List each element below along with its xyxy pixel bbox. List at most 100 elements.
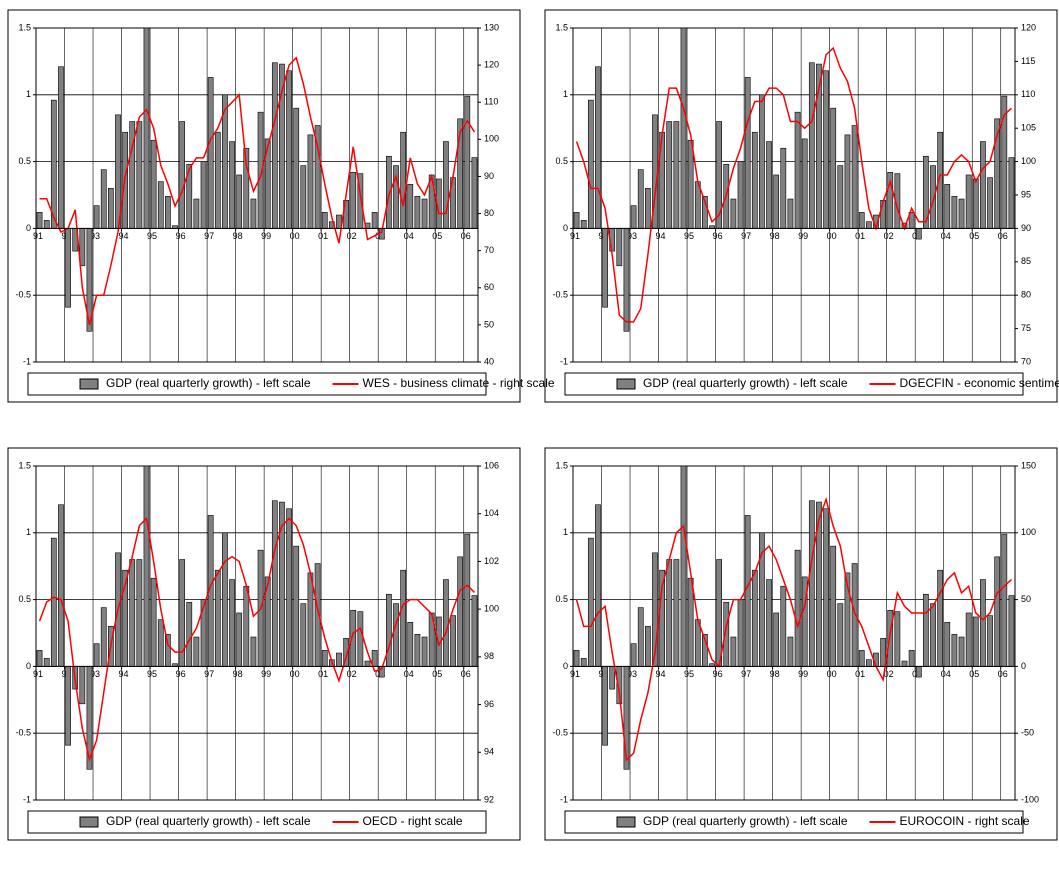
line-series: [575, 496, 1012, 762]
bar: [43, 658, 50, 667]
panel-frame: [544, 447, 1058, 841]
line-series: [575, 46, 1012, 323]
bar: [773, 174, 780, 229]
line-series: [38, 516, 475, 763]
x-tick-label: 93: [90, 231, 100, 241]
y-tick-label: 0.5: [555, 594, 568, 604]
y2-tick-label: 150: [1021, 460, 1036, 470]
bar: [357, 611, 364, 667]
bar: [602, 228, 608, 308]
x-tick-label: 98: [770, 669, 780, 679]
x-tick-label: 98: [233, 231, 243, 241]
y2-tick-label: 130: [484, 22, 499, 32]
bar: [980, 579, 986, 667]
bar: [300, 165, 307, 229]
bar: [100, 607, 107, 667]
bar: [880, 638, 886, 667]
bar: [43, 220, 50, 229]
bar: [371, 650, 378, 667]
legend-label: GDP (real quarterly growth) - left scale: [106, 814, 311, 828]
bar: [450, 615, 456, 667]
y2-tick-label: 100: [1021, 527, 1036, 537]
x-tick-label: 06: [998, 669, 1008, 679]
bar: [321, 212, 328, 229]
x-tick-label: 96: [176, 231, 186, 241]
bar: [1008, 157, 1015, 229]
x-tick-label: 01: [318, 669, 328, 679]
bar: [823, 508, 829, 667]
bar: [179, 121, 186, 229]
x-tick-label: 99: [261, 231, 271, 241]
bar: [336, 652, 342, 667]
y2-tick-label: 90: [1021, 223, 1031, 233]
x-tick-label: 93: [627, 231, 637, 241]
y2-tick-label: 80: [484, 208, 494, 218]
x-tick-label: 02: [347, 669, 357, 679]
y2-tick-label: 0: [1021, 661, 1026, 671]
bar: [243, 585, 250, 667]
bar: [471, 595, 478, 667]
bar: [680, 465, 687, 667]
y-tick-label: -0.5: [552, 290, 568, 300]
x-tick-label: 06: [998, 231, 1008, 241]
x-tick-label: 91: [570, 669, 580, 679]
bar: [100, 169, 107, 229]
bar: [837, 603, 844, 667]
y2-tick-label: 120: [484, 59, 499, 69]
y-tick-label: 0.5: [18, 594, 31, 604]
bar: [787, 636, 794, 667]
bar: [186, 601, 193, 667]
bar: [236, 612, 243, 667]
bar: [673, 121, 680, 229]
bar: [644, 188, 651, 229]
y-tick-label: 1.5: [555, 460, 568, 470]
bar: [972, 616, 979, 667]
bar: [915, 228, 922, 240]
bar: [36, 212, 43, 229]
legend-label: GDP (real quarterly growth) - left scale: [643, 376, 848, 390]
x-tick-label: 97: [741, 231, 751, 241]
x-tick-label: 02: [884, 669, 894, 679]
legend-label: DGECFIN - economic sentiment - right sca…: [900, 376, 1059, 390]
bar: [908, 650, 915, 667]
bar: [573, 212, 580, 229]
bar: [350, 171, 357, 229]
bar: [987, 615, 993, 667]
bar: [616, 228, 623, 267]
bar: [193, 636, 200, 667]
bar: [730, 636, 737, 667]
legend-box: [564, 810, 1024, 834]
bar: [894, 611, 901, 667]
y2-tick-label: 96: [484, 699, 494, 709]
bar: [136, 121, 143, 229]
bar: [407, 184, 414, 229]
bar: [271, 500, 278, 667]
y2-tick-label: 100: [484, 604, 499, 614]
x-tick-label: 95: [684, 231, 694, 241]
bar: [951, 634, 958, 667]
x-tick-label: 97: [204, 669, 214, 679]
bar: [766, 579, 772, 667]
y2-tick-label: 75: [1021, 323, 1031, 333]
x-tick-label: 99: [798, 231, 808, 241]
bar: [214, 131, 221, 229]
bar: [457, 556, 464, 667]
bar: [293, 107, 300, 229]
bar: [965, 174, 972, 229]
bar: [364, 660, 371, 667]
bar: [780, 585, 787, 667]
bar: [36, 650, 43, 667]
y2-tick-label: 106: [484, 460, 499, 470]
bar: [193, 198, 200, 229]
bar: [958, 198, 965, 229]
bar: [730, 198, 737, 229]
bar: [143, 27, 150, 229]
y2-tick-label: 50: [1021, 594, 1031, 604]
y2-tick-label: 50: [484, 319, 494, 329]
y-tick-label: -0.5: [552, 728, 568, 738]
bar: [229, 579, 235, 667]
bar: [400, 131, 407, 229]
bar: [751, 569, 758, 667]
bar: [687, 577, 694, 667]
bar: [79, 666, 86, 705]
